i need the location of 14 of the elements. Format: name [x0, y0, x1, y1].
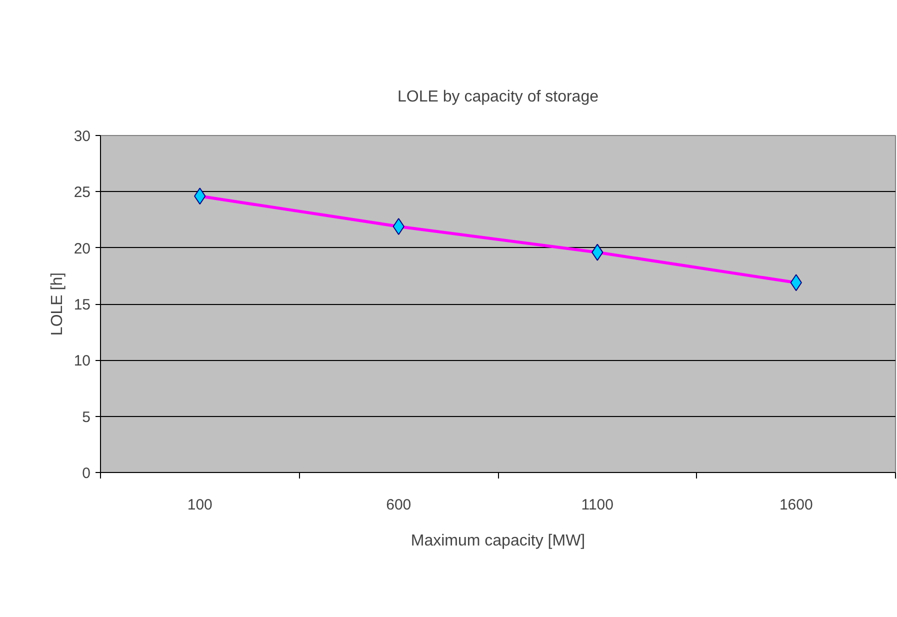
y-tick-label: 25 [74, 184, 91, 202]
y-tick-label: 10 [74, 352, 91, 370]
x-tick-label: 1100 [581, 496, 614, 514]
x-tick-label: 1600 [779, 496, 813, 514]
y-tick-label: 15 [74, 296, 91, 314]
y-tick-label: 0 [82, 465, 90, 482]
chart-title: LOLE by capacity of storage [398, 88, 599, 106]
y-axis-title: LOLE [h] [48, 272, 66, 336]
x-tick-label: 100 [187, 496, 212, 514]
y-tick-label: 20 [74, 240, 91, 258]
y-tick-label: 5 [82, 408, 90, 426]
x-tick-label: 600 [386, 496, 412, 514]
x-axis-title: Maximum capacity [MW] [410, 532, 586, 550]
y-tick-label: 30 [74, 128, 91, 145]
